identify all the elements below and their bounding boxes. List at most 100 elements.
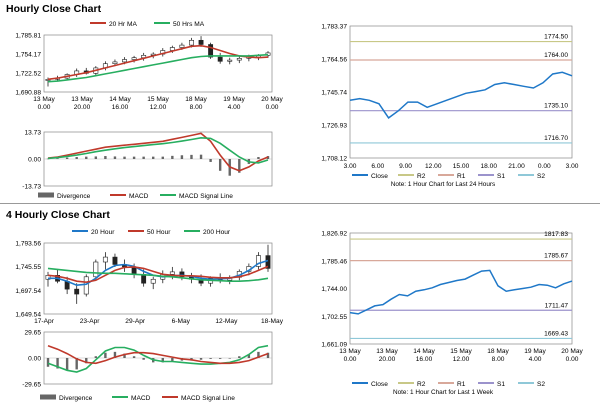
candle-body [112, 256, 118, 265]
candle-body [255, 255, 261, 267]
hourly-section-title: Hourly Close Chart [6, 3, 102, 15]
y-tick-label: 1,754.17 [15, 52, 41, 59]
legend-r1-label: R1 [457, 381, 466, 388]
plot-frame [349, 232, 573, 345]
x-tick-label: 6.00 [371, 163, 384, 170]
x-tick-label: 29-Apr [125, 318, 146, 325]
divergence-bar [209, 358, 212, 359]
level-label-r1: 1785.67 [544, 253, 568, 260]
divergence-bar [123, 156, 126, 159]
x-tick-label: 14 May [109, 96, 131, 103]
divergence-bar [152, 156, 155, 159]
legend-divergence-swatch [40, 394, 56, 400]
x-tick-label: 12.00 [425, 163, 442, 170]
legend-s1-label: S1 [497, 173, 505, 180]
x-tick-label: 23-Apr [80, 318, 101, 325]
y-tick-label: 1,690.88 [15, 90, 41, 97]
series-line-50-hour [47, 265, 269, 284]
divergence-bar [56, 358, 59, 369]
series-line-200-hour [47, 267, 269, 283]
y-tick-label: 1,697.54 [15, 288, 41, 295]
y-tick-label: 1,793.56 [15, 241, 41, 248]
x-tick-label: 0.00 [266, 104, 279, 111]
y-tick-label: 1,745.55 [15, 264, 41, 271]
legend-macd-signal-line-label: MACD Signal Line [179, 193, 233, 200]
section-divider [0, 203, 600, 204]
divergence-bar [218, 358, 222, 359]
x-tick-label: 12.00 [150, 104, 167, 111]
y-tick-label: 1,726.93 [321, 123, 347, 130]
x-tick-label: 0.00 [566, 356, 579, 363]
legend-20-hour-label: 20 Hour [91, 229, 115, 236]
x-tick-label: 3.00 [344, 163, 357, 170]
candle-body [83, 276, 89, 295]
series-line-macd-signal-line [47, 344, 269, 365]
level-label-s2: 1716.70 [544, 135, 568, 142]
divergence-bar [75, 157, 78, 159]
divergence-bar [257, 157, 260, 159]
x-tick-label: 15 May [147, 96, 169, 103]
legend-r2-label: R2 [417, 173, 426, 180]
y-tick-label: -29.65 [22, 382, 41, 389]
x-tick-label: 17-Apr [34, 318, 55, 325]
legend-macd-label: MACD [131, 395, 151, 402]
y-tick-label: 1,649.54 [15, 312, 41, 319]
divergence-bar [247, 354, 251, 358]
legend-20-hr-ma-label: 20 Hr MA [109, 21, 137, 28]
y-tick-label: 1,785.46 [321, 258, 347, 265]
level-label-r2: 1817.83 [544, 231, 568, 238]
divergence-bar [132, 356, 136, 358]
divergence-bar [238, 159, 241, 173]
divergence-bar [142, 156, 145, 159]
divergence-bar [113, 351, 117, 358]
chart-note: Note: 1 Hour Chart for Last 24 Hours [391, 181, 495, 188]
legend-macd-signal-line-label: MACD Signal Line [181, 395, 235, 402]
candle-body [179, 44, 185, 48]
x-tick-label: 0.00 [344, 356, 357, 363]
y-tick-label: 1,745.74 [321, 90, 347, 97]
divergence-bar [46, 358, 50, 367]
x-tick-label: 4.00 [228, 104, 241, 111]
y-tick-label: 1,826.92 [321, 231, 347, 238]
legend-s2-label: S2 [537, 173, 545, 180]
legend-divergence-label: Divergence [59, 395, 93, 402]
divergence-bar [218, 159, 222, 171]
x-tick-label: 21.00 [508, 163, 525, 170]
four-hourly-section-title: 4 Hourly Close Chart [6, 209, 110, 221]
y-tick-label: 0.00 [28, 157, 41, 164]
candle-body [112, 61, 118, 65]
y-tick-label: 1,744.00 [321, 286, 347, 293]
plot-frame [349, 25, 573, 159]
candle-body [45, 79, 51, 81]
chart-note: Note: 1 Hour Chart for Last 1 Week [393, 389, 494, 396]
level-label-r1: 1764.00 [544, 52, 568, 59]
hourly-pivot-chart: 1,783.37 1,764.56 1,745.74 1,726.93 1,708.12… [321, 24, 578, 189]
legend-50-hour-label: 50 Hour [147, 229, 171, 236]
divergence-bar [199, 154, 203, 159]
x-tick-label: 8.00 [190, 104, 203, 111]
level-label-s1: 1735.10 [544, 103, 568, 110]
x-tick-label: 4.00 [529, 356, 542, 363]
divergence-bar [161, 358, 164, 363]
x-tick-label: 16.00 [112, 104, 129, 111]
divergence-bar [190, 154, 193, 159]
divergence-bar [209, 159, 212, 162]
x-tick-label: 9.00 [399, 163, 412, 170]
divergence-bar [94, 156, 98, 159]
divergence-bar [123, 353, 126, 358]
x-tick-label: 13 May [339, 348, 361, 355]
x-tick-label: 13 May [33, 96, 55, 103]
divergence-bar [85, 156, 88, 159]
level-label-s2: 1669.43 [544, 330, 568, 337]
y-tick-label: 29.65 [24, 330, 41, 337]
legend-200-hour-label: 200 Hour [203, 229, 231, 236]
divergence-bar [238, 356, 241, 358]
x-tick-label: 14 May [413, 348, 435, 355]
x-tick-label: 18 May [185, 96, 207, 103]
x-tick-label: 18 May [487, 348, 509, 355]
x-tick-label: 15.00 [453, 163, 470, 170]
candle-body [150, 278, 156, 284]
x-tick-label: 20.00 [379, 356, 396, 363]
x-tick-label: 13 May [376, 348, 398, 355]
x-tick-label: 19 May [223, 96, 245, 103]
